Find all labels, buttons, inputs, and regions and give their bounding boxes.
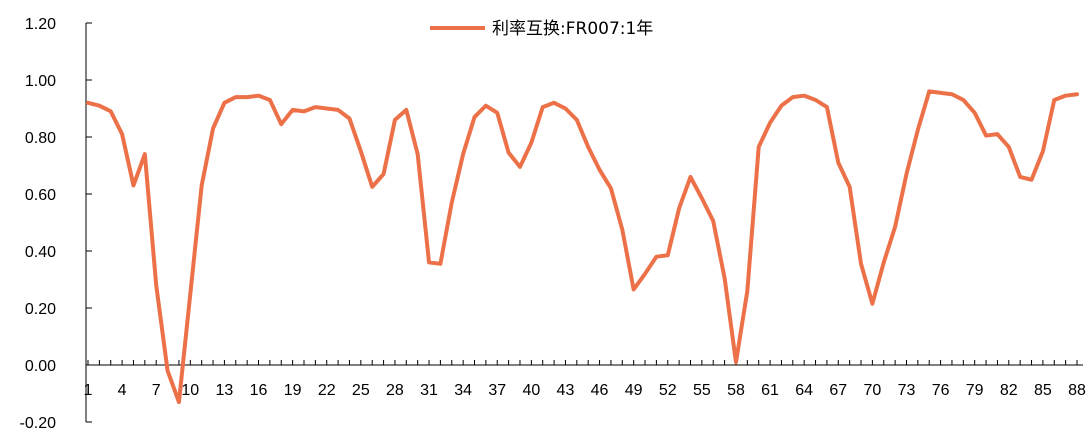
x-tick-label: 28 xyxy=(386,382,404,399)
x-tick-label: 7 xyxy=(152,382,161,399)
x-tick-label: 73 xyxy=(898,382,916,399)
x-tick-label: 49 xyxy=(625,382,643,399)
x-tick-label: 52 xyxy=(659,382,677,399)
y-tick-label: -0.20 xyxy=(20,415,57,432)
legend: 利率互换:FR007:1年 xyxy=(430,19,653,39)
x-tick-label: 10 xyxy=(181,382,199,399)
x-tick-label: 19 xyxy=(284,382,302,399)
series-layer xyxy=(86,89,1079,405)
x-tick-label: 40 xyxy=(522,382,540,399)
y-tick-label: 0.20 xyxy=(25,301,56,318)
y-tick-label: 0.60 xyxy=(25,187,56,204)
x-tick-label: 25 xyxy=(352,382,370,399)
x-tick-label: 13 xyxy=(216,382,234,399)
x-tick-label: 64 xyxy=(795,382,813,399)
y-tick-label: 1.00 xyxy=(25,73,56,90)
x-tick-label: 4 xyxy=(118,382,127,399)
x-tick-label: 34 xyxy=(454,382,472,399)
x-tick-label: 31 xyxy=(420,382,438,399)
x-axis: 1 4 7 10 13 16 19 22 25 28 31 34 37 40 43 46 49 52 55 58 61 6… xyxy=(84,360,1086,399)
x-tick-label: 37 xyxy=(488,382,506,399)
x-tick-label: 70 xyxy=(863,382,881,399)
x-tick-label: 43 xyxy=(557,382,575,399)
y-tick-label: 0.40 xyxy=(25,244,56,261)
x-tick-label: 46 xyxy=(591,382,609,399)
y-axis: 1.20 1.00 0.80 0.60 0.40 0.20 0.00 -0.20 xyxy=(20,16,92,432)
x-tick-label: 79 xyxy=(966,382,984,399)
x-tick-label: 61 xyxy=(761,382,779,399)
x-tick-label: 55 xyxy=(693,382,711,399)
x-tick-label: 67 xyxy=(829,382,847,399)
x-tick-label: 58 xyxy=(727,382,745,399)
x-tick-label: 88 xyxy=(1068,382,1086,399)
legend-label: 利率互换:FR007:1年 xyxy=(492,19,653,39)
x-tick-label: 1 xyxy=(84,382,93,399)
x-tick-label: 85 xyxy=(1034,382,1052,399)
y-tick-label: 0.00 xyxy=(25,358,56,375)
series-line xyxy=(86,89,1079,405)
y-tick-label: 0.80 xyxy=(25,130,56,147)
x-tick-label: 16 xyxy=(250,382,268,399)
x-tick-label: 22 xyxy=(318,382,336,399)
x-tick-label: 82 xyxy=(1000,382,1018,399)
y-tick-label: 1.20 xyxy=(25,16,56,33)
x-tick-label: 76 xyxy=(932,382,950,399)
